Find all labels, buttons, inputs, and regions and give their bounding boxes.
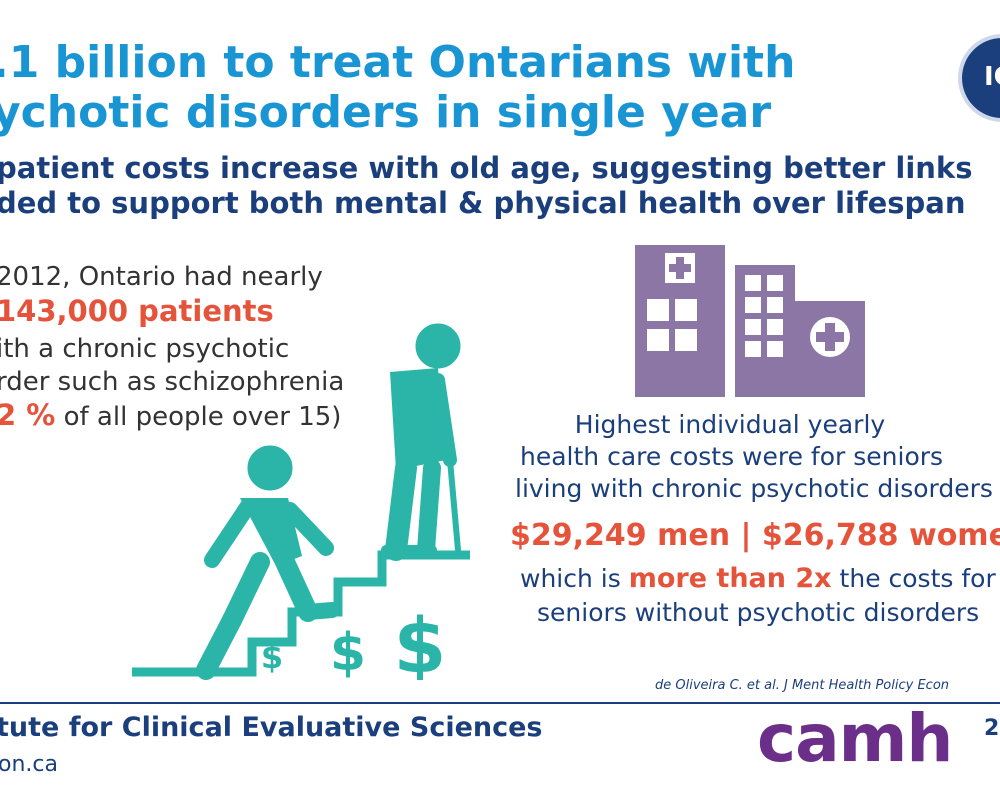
cost-comparison-line-2: seniors without psychotic disorders <box>537 598 980 627</box>
dollar-small-icon: $ <box>261 638 283 676</box>
headline-line-1: .1 billion to treat Ontarians with <box>0 37 796 88</box>
climbing-person-icon <box>196 445 340 680</box>
ices-logo-text: IC <box>984 62 1000 92</box>
footer-divider <box>0 702 1000 704</box>
comparison-prefix: which is <box>520 564 621 593</box>
footer-url[interactable]: on.ca <box>0 752 58 777</box>
dollar-medium-icon: $ <box>330 623 366 680</box>
stat-condition-2: rder such as schizophrenia <box>0 367 345 397</box>
dollar-large-icon: $ <box>394 601 447 680</box>
cost-intro-3: living with chronic psychotic disorders <box>515 474 993 503</box>
stairs-illustration: $ $ $ <box>132 323 470 680</box>
stat-condition-1: ith a chronic psychotic <box>0 334 290 364</box>
comparison-suffix: the costs for <box>839 564 996 593</box>
camh-logo: camh <box>757 700 953 777</box>
stat-intro: 2012, Ontario had nearly <box>0 262 323 292</box>
stat-percentage-line: 2 % of all people over 15) <box>0 400 341 433</box>
ices-logo: IC <box>962 38 1000 118</box>
cost-comparison-line: which is more than 2x the costs for <box>520 564 996 594</box>
subheadline-line-1: patient costs increase with old age, sug… <box>0 151 973 185</box>
elderly-person-icon <box>381 323 461 561</box>
cost-figures: $29,249 men | $26,788 women <box>510 518 1000 553</box>
patient-count: 143,000 patients <box>0 294 274 328</box>
percentage-value: 2 % <box>0 398 56 432</box>
comparison-emphasis: more than 2x <box>628 563 832 594</box>
subheadline-line-2: ded to support both mental & physical he… <box>0 186 966 220</box>
footer-organization: tute for Clinical Evaluative Sciences <box>0 712 543 743</box>
cost-intro-1: Highest individual yearly <box>574 410 886 439</box>
hospital-icon <box>635 245 865 397</box>
percentage-context: of all people over 15) <box>63 402 342 432</box>
headline-line-2: ychotic disorders in single year <box>0 87 772 138</box>
footer-edge-text: 2 <box>984 716 1000 741</box>
citation: de Oliveira C. et al. J Ment Health Poli… <box>655 678 950 693</box>
cost-intro-2: health care costs were for seniors <box>520 442 944 471</box>
